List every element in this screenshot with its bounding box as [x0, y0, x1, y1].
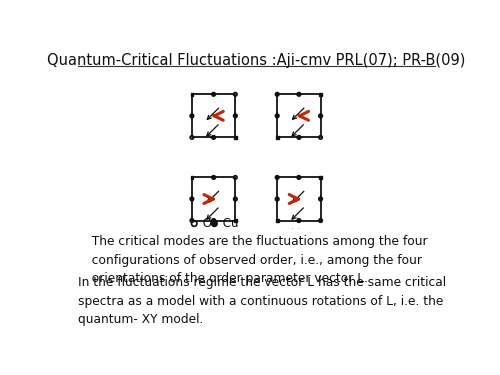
Bar: [190, 93, 194, 96]
Text: The critical modes are the fluctuations among the four
  configurations of obser: The critical modes are the fluctuations …: [84, 235, 428, 285]
Bar: [234, 219, 236, 222]
Bar: [319, 176, 322, 179]
Text: Quantum-Critical Fluctuations :Aji-cmv PRL(07); PR-B(09): Quantum-Critical Fluctuations :Aji-cmv P…: [47, 53, 466, 68]
Text: In the fluctuations regime the vector L has the same critical
spectra as a model: In the fluctuations regime the vector L …: [78, 276, 446, 326]
Bar: [276, 219, 278, 222]
Bar: [276, 136, 278, 139]
Text: . .: . .: [291, 221, 300, 231]
Circle shape: [212, 221, 217, 226]
Bar: [319, 93, 322, 96]
Bar: [234, 136, 236, 139]
Bar: [190, 176, 194, 179]
Text: Cu: Cu: [219, 217, 238, 230]
Text: O: O: [199, 217, 212, 230]
